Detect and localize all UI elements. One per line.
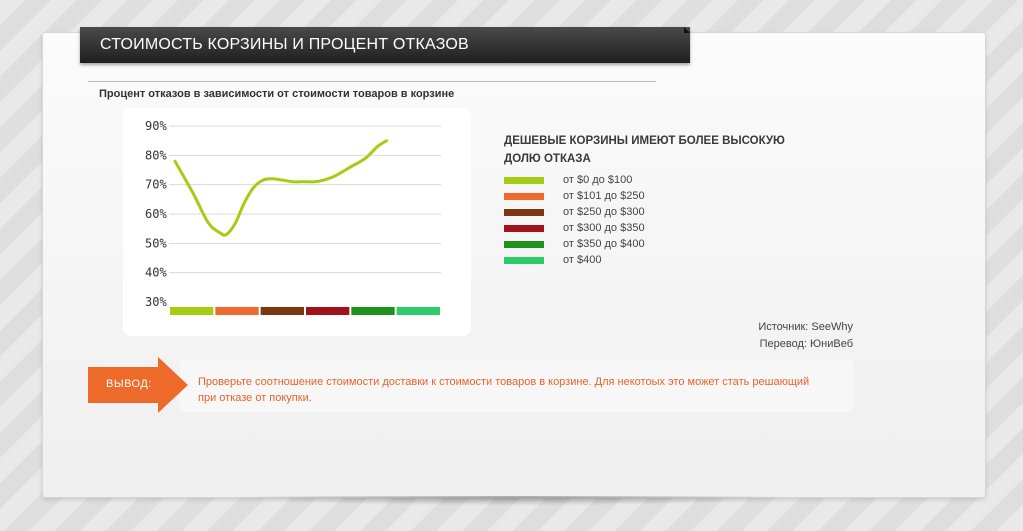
source-credits: Источник: SeeWhy Перевод: ЮниВеб bbox=[758, 319, 853, 353]
category-segment bbox=[260, 307, 304, 315]
source-line: Источник: SeeWhy bbox=[758, 321, 853, 333]
legend-swatch bbox=[504, 241, 544, 248]
y-tick-label: 30% bbox=[145, 295, 167, 309]
y-tick-label: 80% bbox=[145, 148, 167, 162]
chart-panel: 90% 80% 70% 60% 50% 40% 30% bbox=[123, 108, 471, 336]
legend-label: от $300 до $350 bbox=[563, 222, 645, 234]
legend-label: от $350 до $400 bbox=[563, 238, 645, 250]
category-segment bbox=[170, 307, 214, 315]
category-segment bbox=[351, 307, 395, 315]
key-finding: ДЕШЕВЫЕ КОРЗИНЫ ИМЕЮТ БОЛЕЕ ВЫСОКУЮ ДОЛЮ… bbox=[504, 132, 824, 168]
line-chart: 90% 80% 70% 60% 50% 40% 30% bbox=[145, 119, 441, 315]
legend-swatch bbox=[504, 257, 544, 264]
category-segment bbox=[215, 307, 259, 315]
conclusion-box bbox=[180, 360, 854, 412]
key-finding-line-2: ДОЛЮ ОТКАЗА bbox=[504, 153, 591, 165]
y-tick-label: 90% bbox=[145, 119, 167, 133]
y-tick-label: 70% bbox=[145, 178, 167, 192]
translation-line: Перевод: ЮниВеб bbox=[759, 338, 853, 350]
legend-label: от $0 до $100 bbox=[563, 174, 633, 186]
legend-swatch bbox=[504, 193, 544, 200]
legend-label: от $101 до $250 bbox=[563, 190, 645, 202]
legend-swatch bbox=[504, 225, 544, 232]
legend-label: от $400 bbox=[563, 254, 602, 266]
conclusion-label: ВЫВОД: bbox=[106, 378, 152, 390]
y-tick-label: 60% bbox=[145, 207, 167, 221]
key-finding-line-1: ДЕШЕВЫЕ КОРЗИНЫ ИМЕЮТ БОЛЕЕ ВЫСОКУЮ bbox=[504, 135, 785, 147]
y-tick-label: 40% bbox=[145, 266, 167, 280]
divider bbox=[88, 81, 656, 83]
page-title: СТОИМОСТЬ КОРЗИНЫ И ПРОЦЕНТ ОТКАЗОВ bbox=[80, 27, 690, 63]
conclusion-text: Проверьте соотношение стоимости доставки… bbox=[198, 376, 810, 404]
legend-label: от $250 до $300 bbox=[563, 206, 645, 218]
category-segment bbox=[396, 307, 440, 315]
card-shadow bbox=[232, 496, 792, 506]
category-segment bbox=[306, 307, 350, 315]
chart-title: Процент отказов в зависимости от стоимос… bbox=[99, 88, 455, 100]
series-line bbox=[173, 139, 389, 237]
banner-fold bbox=[684, 27, 690, 33]
legend-swatch bbox=[504, 209, 544, 216]
legend-swatch bbox=[504, 177, 544, 184]
conclusion-arrow-icon bbox=[88, 357, 188, 413]
y-tick-label: 50% bbox=[145, 236, 167, 250]
